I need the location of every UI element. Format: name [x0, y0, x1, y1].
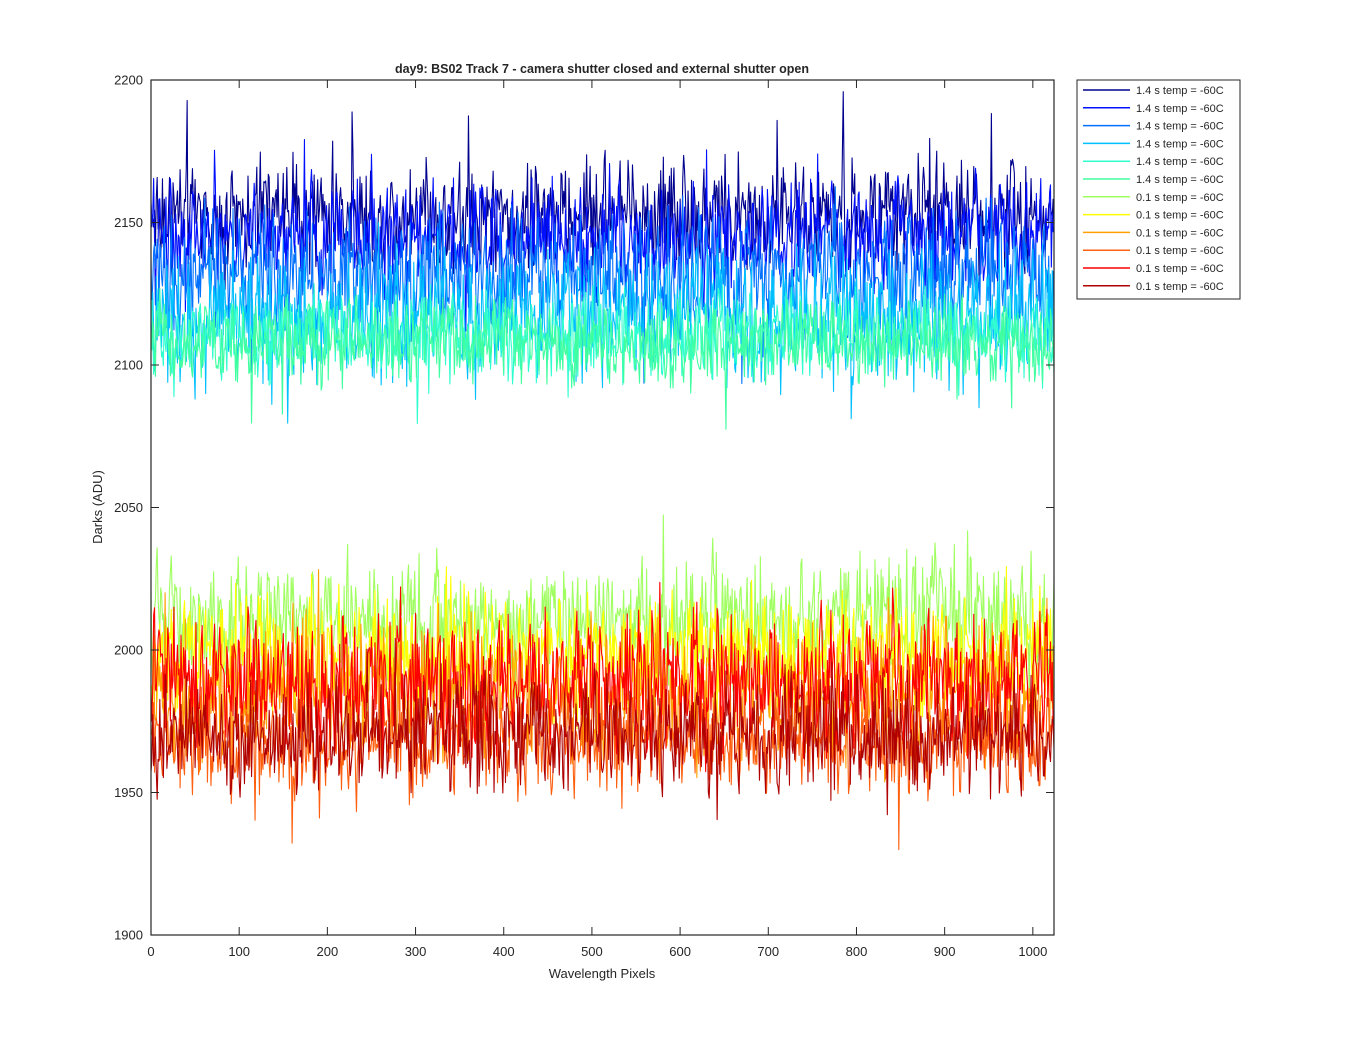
x-tick-label: 600 [669, 944, 691, 959]
series-line-11 [150, 581, 1055, 773]
series-line-12 [150, 637, 1055, 821]
y-tick-label: 1900 [114, 928, 143, 943]
x-tick-label: 1000 [1018, 944, 1047, 959]
x-axis-label: Wavelength Pixels [549, 966, 656, 981]
series-line-4 [150, 222, 1055, 424]
legend-label-2: 1.4 s temp = -60C [1136, 103, 1224, 115]
plot-area [150, 91, 1055, 851]
legend-label-5: 1.4 s temp = -60C [1136, 156, 1224, 168]
legend-label-11: 0.1 s temp = -60C [1136, 263, 1224, 275]
x-tick-label: 900 [934, 944, 956, 959]
x-tick-label: 200 [317, 944, 339, 959]
x-tick-label: 400 [493, 944, 515, 959]
legend-label-12: 0.1 s temp = -60C [1136, 281, 1224, 293]
legend-label-1: 1.4 s temp = -60C [1136, 85, 1224, 97]
legend-label-10: 0.1 s temp = -60C [1136, 245, 1224, 257]
x-tick-label: 300 [405, 944, 427, 959]
legend-label-3: 1.4 s temp = -60C [1136, 121, 1224, 133]
legend-box [1076, 79, 1241, 300]
y-tick-label: 2150 [114, 215, 143, 230]
y-tick-label: 1950 [114, 785, 143, 800]
y-tick-label: 2050 [114, 500, 143, 515]
x-tick-label: 800 [846, 944, 868, 959]
x-tick-label: 0 [147, 944, 154, 959]
legend-label-7: 0.1 s temp = -60C [1136, 192, 1224, 204]
legend-label-9: 0.1 s temp = -60C [1136, 227, 1224, 239]
x-tick-label: 500 [581, 944, 603, 959]
y-axis-label: Darks (ADU) [90, 470, 105, 544]
x-tick-label: 100 [228, 944, 250, 959]
legend-label-6: 1.4 s temp = -60C [1136, 174, 1224, 186]
axis-ticks: 0 100 200 300 400 500 600 700 800 900 1000 1900 1950… [114, 73, 1054, 959]
series-line-3 [150, 186, 1055, 385]
legend: 1.4 s temp = -60C 1.4 s temp = -60C 1.4 s … [1076, 79, 1241, 300]
y-tick-label: 2000 [114, 643, 143, 658]
y-tick-label: 2100 [114, 358, 143, 373]
chart-title: day9: BS02 Track 7 - camera shutter clos… [395, 62, 809, 76]
y-tick-label: 2200 [114, 73, 143, 88]
series-line-6 [150, 287, 1055, 430]
axes-frame [150, 79, 1055, 936]
legend-label-8: 0.1 s temp = -60C [1136, 210, 1224, 222]
legend-label-4: 1.4 s temp = -60C [1136, 138, 1224, 150]
x-tick-label: 700 [757, 944, 779, 959]
